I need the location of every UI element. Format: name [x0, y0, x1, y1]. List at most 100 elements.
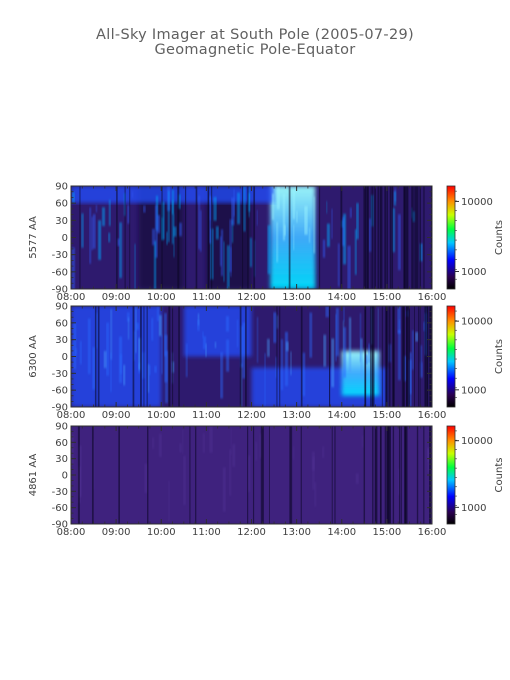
heatmap-streak [348, 317, 352, 373]
data-gap-line [386, 186, 388, 289]
colorbar-tick-label: 10000 [461, 197, 493, 208]
data-gap-line [392, 426, 395, 524]
heatmap-streak [296, 210, 298, 223]
x-tick-label: 13:00 [282, 292, 311, 303]
heatmap-streak [248, 186, 250, 218]
heatmap-streak [412, 330, 414, 370]
y-tick-label: -90 [52, 285, 68, 296]
heatmap-streak [116, 238, 120, 247]
heatmap-feature [71, 426, 432, 524]
x-tick-label: 11:00 [192, 410, 221, 421]
data-gap-line [385, 306, 388, 407]
heatmap-streak [236, 319, 239, 348]
heatmap-streak [106, 322, 109, 376]
heatmap-streak [143, 205, 146, 213]
heatmap-streak [92, 214, 96, 249]
x-tick-label: 12:00 [237, 527, 266, 538]
data-gap-line [168, 306, 171, 407]
heatmap-streak [173, 226, 177, 237]
data-gap-line [340, 186, 343, 289]
data-gap-line [260, 426, 263, 524]
heatmap-streak [264, 353, 266, 406]
data-gap-line [247, 186, 249, 289]
x-tick-label: 12:00 [237, 292, 266, 303]
data-gap-line [406, 186, 408, 289]
heatmap-streak [284, 224, 286, 236]
data-gap-line [381, 306, 383, 407]
data-gap-line [118, 426, 120, 524]
y-tick-label: -90 [52, 403, 68, 414]
colorbar-tick-label: 1000 [461, 267, 486, 278]
x-tick-label: 11:00 [192, 292, 221, 303]
heatmap-streak [276, 222, 278, 263]
data-gap-line [178, 306, 180, 407]
heatmap-streak [284, 331, 288, 386]
heatmap-streak [136, 322, 139, 330]
data-gap-line [374, 186, 377, 289]
data-gap-line [211, 186, 213, 289]
heatmap-streak [127, 205, 130, 224]
data-gap-line [388, 306, 391, 407]
heatmap-streak [173, 213, 175, 258]
heatmap-streak [354, 229, 357, 275]
data-gap-line [393, 306, 395, 407]
heatmap-streak [223, 241, 225, 282]
data-gap-line [423, 186, 425, 289]
heatmap-streak [135, 306, 137, 353]
data-gap-line [300, 306, 303, 407]
heatmap-streak [283, 193, 286, 241]
data-gap-line [247, 426, 249, 524]
heatmap-streak [155, 204, 158, 258]
data-gap-line [289, 426, 291, 524]
data-gap-line [116, 186, 118, 289]
heatmap-streak [131, 191, 133, 199]
heatmap-streak [419, 243, 423, 262]
heatmap-streak [81, 213, 84, 248]
heatmap-streak [237, 192, 240, 225]
heatmap-streak [108, 232, 111, 243]
y-tick-label: 0 [62, 471, 68, 482]
heatmap-streak [249, 237, 252, 268]
data-gap-line [405, 186, 407, 289]
data-gap-line [398, 426, 401, 524]
heatmap-streak [72, 247, 75, 289]
heatmap-streak [226, 339, 230, 372]
heatmap-streak [71, 434, 74, 466]
data-gap-line [140, 306, 142, 407]
y-tick-label: -60 [52, 503, 68, 514]
heatmap-streak [178, 222, 182, 237]
x-tick-label: 10:00 [147, 410, 176, 421]
heatmap-streak [415, 332, 419, 342]
data-gap-line [252, 426, 255, 524]
data-gap-line [404, 426, 407, 524]
heatmap-streak [157, 215, 160, 234]
y-tick-label: -30 [52, 250, 68, 261]
heatmap-streak [147, 364, 150, 393]
heatmap-streak [166, 231, 168, 245]
heatmap-streak [355, 473, 359, 484]
data-gap-line [379, 186, 381, 289]
heatmap-streak [290, 351, 292, 376]
data-gap-line [419, 186, 421, 289]
heatmap-streak [398, 214, 401, 271]
data-gap-line [414, 306, 415, 407]
heatmap-streak [167, 190, 170, 243]
heatmap-streak [368, 343, 371, 363]
heatmap-streak [309, 312, 313, 358]
heatmap-streak [161, 334, 163, 375]
y-tick-label: -60 [52, 386, 68, 397]
colorbar-label: Counts [494, 220, 505, 255]
heatmap-streak [325, 306, 329, 318]
x-tick-label: 14:00 [327, 410, 356, 421]
heatmap-streak [420, 345, 423, 363]
colorbar [446, 305, 456, 408]
heatmap-streak [128, 317, 130, 340]
data-gap-line [413, 186, 415, 289]
data-gap-line [372, 186, 374, 289]
data-gap-line [143, 306, 145, 407]
data-gap-line [384, 426, 387, 524]
y-tick-label: 30 [55, 216, 68, 227]
heatmap-streak [144, 463, 148, 493]
x-tick-label: 09:00 [102, 292, 131, 303]
colorbar-tick-label: 10000 [461, 317, 493, 328]
